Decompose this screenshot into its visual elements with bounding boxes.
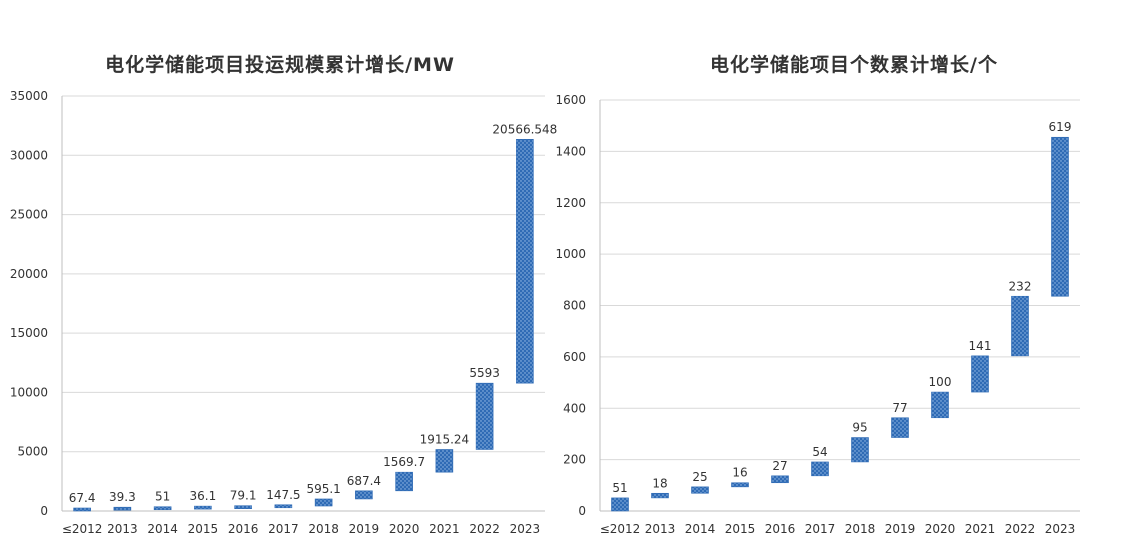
x-tick-label: 2016: [765, 522, 796, 536]
bar-2021: [971, 355, 989, 393]
data-label: 1915.24: [420, 432, 470, 446]
bar-2017: [274, 504, 293, 509]
x-tick-label: 2022: [1005, 522, 1036, 536]
bar-2016: [771, 475, 789, 484]
chart-left-plot: 0 5000 10000 15000 20000 25000 30000 35000 67.4 ≤…: [10, 89, 558, 536]
data-label: 232: [1009, 279, 1032, 293]
x-tick-label: 2014: [147, 522, 178, 536]
y-tick-label: 0: [578, 504, 586, 518]
y-tick-label: 25000: [10, 208, 48, 222]
bar-2022: [1011, 295, 1029, 357]
bar-2018: [851, 437, 869, 463]
y-tick-label: 1600: [555, 93, 586, 107]
chart-title: 电化学储能项目投运规模累计增长/MW: [105, 54, 455, 76]
bar-2022: [475, 382, 494, 450]
bar-2021: [435, 449, 454, 473]
data-label: 95: [852, 421, 867, 435]
bar-2014: [153, 506, 172, 511]
bar-2020: [931, 391, 949, 419]
data-label: 67.4: [69, 491, 96, 505]
x-tick-label: 2019: [349, 522, 380, 536]
x-tick-label: ≤2012: [62, 522, 103, 536]
x-tick-label: 2023: [1045, 522, 1076, 536]
data-label: 5593: [469, 366, 500, 380]
x-tick-label: 2013: [645, 522, 676, 536]
bar-2013: [651, 492, 669, 499]
y-tick-label: 0: [40, 504, 48, 518]
data-label: 20566.548: [492, 122, 557, 136]
bar-2019: [891, 417, 909, 438]
y-tick-label: 35000: [10, 89, 48, 103]
bar-2020: [395, 471, 413, 492]
x-tick-label: 2013: [107, 522, 138, 536]
x-tick-label: 2021: [965, 522, 996, 536]
data-label: 36.1: [190, 489, 217, 503]
bar-2016: [234, 505, 252, 510]
x-tick-label: 2018: [308, 522, 339, 536]
bar-2014: [691, 486, 709, 494]
bar-≤2012: [73, 507, 91, 512]
y-tick-label: 800: [563, 299, 586, 313]
x-tick-label: 2017: [268, 522, 299, 536]
data-label: 619: [1049, 120, 1072, 134]
y-tick-label: 20000: [10, 267, 48, 281]
x-tick-label: 2014: [685, 522, 716, 536]
data-label: 687.4: [347, 474, 381, 488]
x-tick-label: 2023: [510, 522, 541, 536]
y-tick-label: 200: [563, 453, 586, 467]
y-tick-label: 15000: [10, 326, 48, 340]
data-label: 39.3: [109, 490, 136, 504]
data-label: 100: [929, 375, 952, 389]
chart-left-capacity: 电化学储能项目投运规模累计增长/MW 0 5000 10000 15000 20000 2…: [0, 0, 560, 544]
x-tick-label: 2018: [845, 522, 876, 536]
bar-2017: [811, 461, 829, 477]
bar-2015: [731, 482, 749, 488]
y-tick-label: 5000: [17, 445, 48, 459]
bar-2013: [113, 506, 132, 511]
x-tick-label: 2020: [925, 522, 956, 536]
data-label: 77: [892, 401, 907, 415]
y-tick-label: 400: [563, 401, 586, 415]
y-tick-label: 10000: [10, 385, 48, 399]
data-label: 147.5: [266, 488, 300, 502]
bar-2023: [516, 139, 534, 384]
x-tick-label: 2021: [429, 522, 460, 536]
x-tick-label: 2020: [389, 522, 420, 536]
data-label: 595.1: [306, 482, 340, 496]
data-label: 25: [692, 470, 707, 484]
x-tick-label: 2015: [188, 522, 219, 536]
bar-≤2012: [611, 497, 629, 512]
data-label: 51: [612, 481, 627, 495]
data-label: 18: [652, 476, 667, 490]
y-tick-label: 1200: [555, 196, 586, 210]
x-tick-label: 2022: [469, 522, 500, 536]
bar-2019: [355, 490, 373, 500]
x-tick-label: 2019: [885, 522, 916, 536]
x-tick-label: 2015: [725, 522, 756, 536]
data-label: 16: [732, 466, 747, 480]
data-label: 51: [155, 490, 170, 504]
x-tick-label: 2017: [805, 522, 836, 536]
y-tick-label: 600: [563, 350, 586, 364]
data-label: 141: [969, 339, 992, 353]
y-tick-label: 1000: [555, 247, 586, 261]
data-label: 1569.7: [383, 455, 425, 469]
x-tick-label: 2016: [228, 522, 259, 536]
bar-2023: [1051, 136, 1069, 297]
data-label: 27: [772, 459, 787, 473]
chart-right-count: 电化学储能项目个数累计增长/个 0 200 400 600 800 1000 1200 140…: [555, 0, 1148, 544]
chart-right-plot: 0 200 400 600 800 1000 1200 1400 1600 51 ≤2012 18 20…: [555, 93, 1080, 536]
bar-2015: [194, 505, 212, 510]
chart-title: 电化学储能项目个数累计增长/个: [710, 54, 998, 76]
data-label: 54: [812, 445, 827, 459]
y-tick-label: 30000: [10, 148, 48, 162]
bar-2018: [314, 498, 333, 507]
x-tick-label: ≤2012: [600, 522, 641, 536]
data-label: 79.1: [230, 489, 257, 503]
y-tick-label: 1400: [555, 144, 586, 158]
